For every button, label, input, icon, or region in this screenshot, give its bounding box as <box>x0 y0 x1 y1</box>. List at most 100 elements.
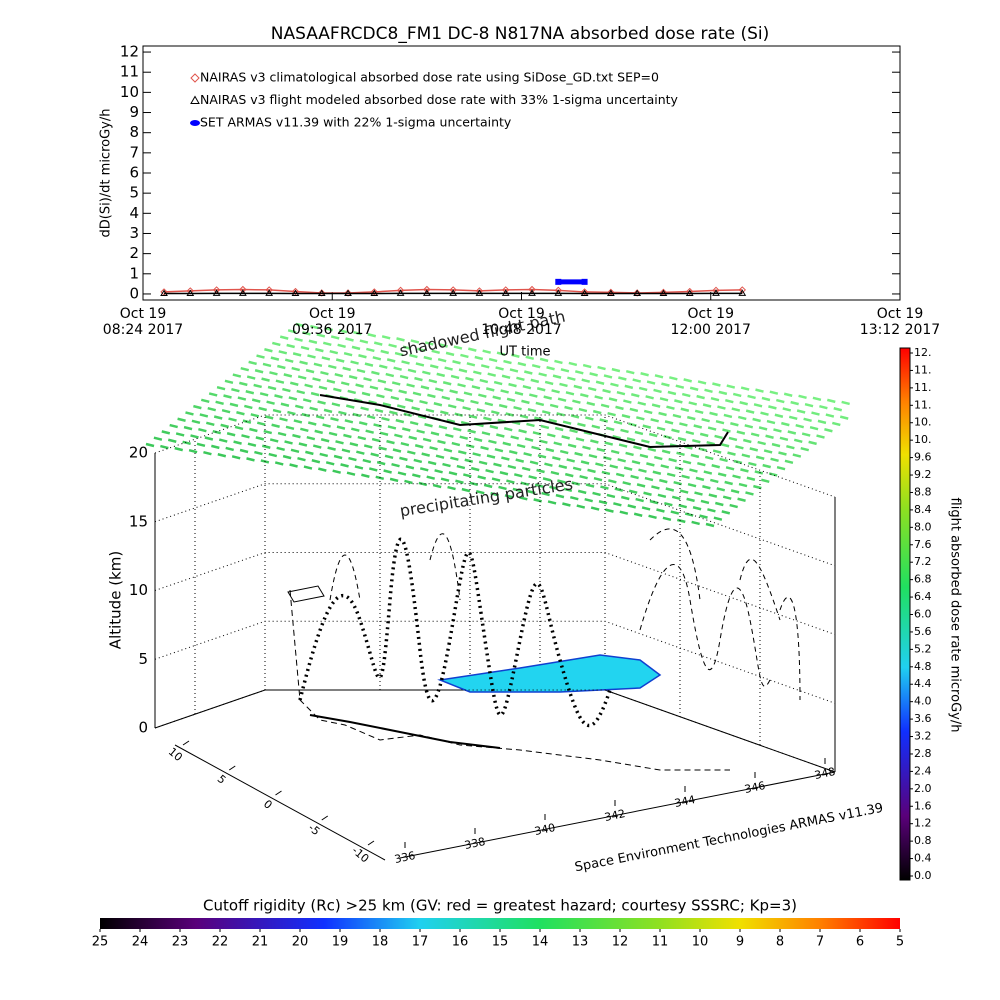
particle-arrow <box>493 462 502 468</box>
particle-arrow <box>513 473 523 478</box>
flight-path <box>287 394 801 771</box>
particle-arrow <box>452 360 461 365</box>
particle-arrow <box>544 380 554 386</box>
particle-arrow <box>666 405 675 410</box>
particle-arrow <box>421 452 430 457</box>
particle-arrow <box>839 415 849 420</box>
particle-arrow <box>309 406 318 412</box>
particle-arrow <box>694 409 704 415</box>
particle-arrow <box>245 390 255 395</box>
particle-arrow <box>424 341 434 346</box>
particle-arrow <box>264 415 274 420</box>
particle-arrow <box>330 417 339 422</box>
particle-arrow <box>465 443 475 449</box>
particle-arrow <box>246 375 256 380</box>
point <box>475 289 484 296</box>
colorbar-tick-label: 18 <box>372 935 389 950</box>
particle-arrow <box>613 420 623 425</box>
particle-arrow <box>701 417 710 423</box>
particle-arrow <box>388 343 397 348</box>
particle-arrow <box>778 451 787 456</box>
point <box>606 289 615 297</box>
particle-arrow <box>277 431 287 437</box>
colorbar-tick-label: 22 <box>212 935 229 950</box>
particle-arrow <box>544 462 553 467</box>
particle-arrow <box>328 431 338 437</box>
y-tick-label: 1 <box>129 264 139 282</box>
x-tick-label: 344 <box>673 793 696 810</box>
particle-arrow <box>715 501 724 507</box>
x-tick-label: 340 <box>533 821 556 838</box>
particle-arrow <box>299 360 308 365</box>
y-tick-label: 10 <box>166 745 185 764</box>
particle-arrow <box>145 442 155 448</box>
particle-arrow <box>435 454 445 459</box>
particle-arrow <box>700 499 710 505</box>
particle-arrow <box>495 366 504 371</box>
particle-arrow <box>605 426 615 432</box>
particle-arrow <box>391 381 401 386</box>
particle-arrow <box>604 441 614 446</box>
particle-arrow <box>783 392 793 397</box>
particle-arrow <box>401 427 411 432</box>
x-tick-label: 348 <box>813 765 836 782</box>
particle-arrow <box>473 370 482 375</box>
particle-arrow <box>531 445 540 451</box>
particle-arrow <box>551 389 560 394</box>
particle-arrow <box>441 395 451 401</box>
colorbar-tick-label: 17 <box>412 935 429 950</box>
particle-arrow <box>312 377 321 382</box>
particle-arrow <box>499 471 509 476</box>
particle-arrow <box>239 381 248 387</box>
particle-arrow <box>199 413 209 418</box>
y-tick <box>275 790 282 796</box>
particle-arrow <box>326 379 336 384</box>
particle-arrow <box>608 479 617 484</box>
particle-arrow <box>749 447 759 452</box>
particle-arrow <box>599 418 609 423</box>
particle-arrow <box>237 396 247 401</box>
particle-arrow <box>188 448 198 454</box>
x-tick-label: Oct 19 08:24 2017 <box>102 306 184 338</box>
particle-arrow <box>341 448 351 453</box>
particle-arrow <box>279 417 288 422</box>
particle-arrow <box>648 514 657 520</box>
particle-arrow <box>225 446 234 452</box>
particle-arrow <box>676 451 685 457</box>
particle-arrow <box>740 468 749 473</box>
point <box>555 278 562 285</box>
particle-arrow <box>607 411 616 417</box>
particle-arrow <box>278 350 288 355</box>
particle-arrow <box>679 422 688 427</box>
axis-line <box>174 744 386 861</box>
particle-arrow <box>719 457 728 463</box>
particle-arrow <box>348 456 357 462</box>
particle-arrow <box>618 443 628 448</box>
particle-arrow <box>314 429 324 435</box>
point <box>186 289 195 297</box>
particle-arrow <box>508 382 517 388</box>
particle-arrow <box>801 432 811 437</box>
particle-arrow <box>474 355 484 361</box>
particle-arrow <box>381 335 391 340</box>
colorbar-tick-label: 4.8 <box>914 660 932 673</box>
particle-arrow <box>627 504 637 509</box>
particle-arrow <box>440 410 449 415</box>
particle-arrow <box>781 421 790 427</box>
particle-arrow <box>620 495 630 501</box>
legend-label: SET ARMAS v11.39 with 22% 1-sigma uncert… <box>200 115 512 130</box>
particle-arrow <box>579 474 588 480</box>
particle-arrow <box>757 440 766 446</box>
particle-arrow <box>248 360 257 366</box>
particle-arrow <box>387 425 397 430</box>
x-tick-label: Oct 19 12:00 2017 <box>670 306 751 338</box>
particle-arrow <box>688 401 698 406</box>
particle-arrow <box>625 369 635 375</box>
particle-arrow <box>417 347 426 352</box>
particle-arrow <box>707 508 716 513</box>
particle-arrow <box>574 451 583 457</box>
particle-arrow <box>717 472 727 477</box>
colorbar-tick-label: 21 <box>252 935 269 950</box>
particle-arrow <box>316 333 326 338</box>
particle-arrow <box>678 504 688 509</box>
